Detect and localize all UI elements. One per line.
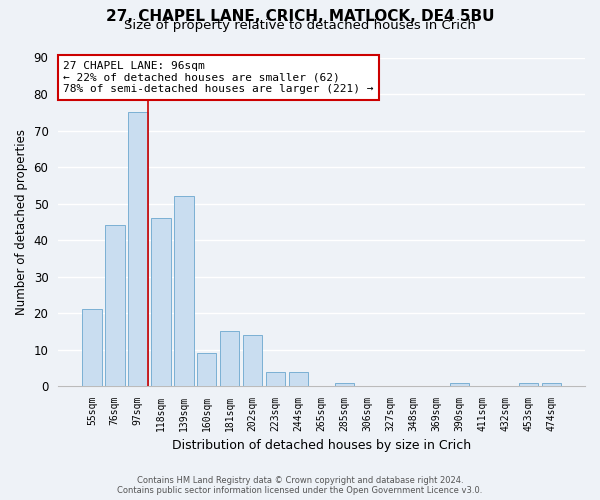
Bar <box>335 382 355 386</box>
Bar <box>128 112 148 386</box>
Bar <box>243 335 262 386</box>
Text: 27, CHAPEL LANE, CRICH, MATLOCK, DE4 5BU: 27, CHAPEL LANE, CRICH, MATLOCK, DE4 5BU <box>106 9 494 24</box>
Y-axis label: Number of detached properties: Number of detached properties <box>15 129 28 315</box>
Bar <box>105 226 125 386</box>
Bar <box>542 382 561 386</box>
Bar <box>174 196 194 386</box>
Text: Size of property relative to detached houses in Crich: Size of property relative to detached ho… <box>124 19 476 32</box>
Bar <box>197 354 217 386</box>
Bar <box>518 382 538 386</box>
Bar <box>449 382 469 386</box>
Text: 27 CHAPEL LANE: 96sqm
← 22% of detached houses are smaller (62)
78% of semi-deta: 27 CHAPEL LANE: 96sqm ← 22% of detached … <box>64 61 374 94</box>
Text: Contains HM Land Registry data © Crown copyright and database right 2024.
Contai: Contains HM Land Registry data © Crown c… <box>118 476 482 495</box>
Bar <box>266 372 286 386</box>
Bar <box>289 372 308 386</box>
X-axis label: Distribution of detached houses by size in Crich: Distribution of detached houses by size … <box>172 440 471 452</box>
Bar <box>220 332 239 386</box>
Bar <box>151 218 170 386</box>
Bar <box>82 310 101 386</box>
